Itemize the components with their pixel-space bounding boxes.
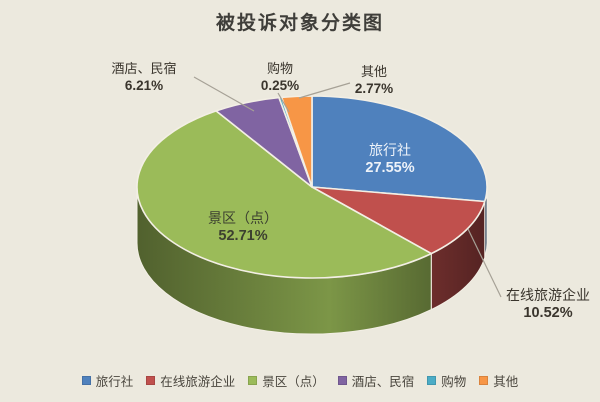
label-scenic-area: 景区（点） 52.71% xyxy=(208,209,278,247)
label-shopping: 购物 0.25% xyxy=(261,60,299,95)
label-other-text: 其他 xyxy=(360,64,387,79)
legend-item-scenic-area[interactable]: 景区（点） xyxy=(248,371,325,390)
pie-slice-5[interactable] xyxy=(280,95,313,188)
label-hotel-homestay-text: 酒店、民宿 xyxy=(111,61,177,76)
label-travel-agency-text: 旅行社 xyxy=(369,142,411,158)
label-scenic-area-pct: 52.71% xyxy=(218,228,268,245)
legend-swatch-scenic-area xyxy=(248,376,258,385)
label-online-travel-text: 在线旅游企业 xyxy=(506,287,590,303)
legend-label-scenic-area: 景区（点） xyxy=(262,375,325,389)
legend-swatch-hotel-homestay xyxy=(337,376,347,385)
label-scenic-area-text: 景区（点） xyxy=(208,210,278,226)
leader-line-online-travel xyxy=(467,228,502,298)
label-shopping-text: 购物 xyxy=(266,61,293,76)
legend-label-hotel-homestay: 酒店、民宿 xyxy=(351,375,415,389)
legend-swatch-other xyxy=(479,376,489,385)
label-other-pct: 2.77% xyxy=(354,81,394,97)
pie-slice-1[interactable] xyxy=(311,186,486,255)
leader-line-hotel-homestay xyxy=(193,76,255,112)
label-travel-agency-pct: 27.55% xyxy=(365,160,415,177)
label-other: 其他 2.77% xyxy=(355,63,393,98)
label-online-travel-pct: 10.52% xyxy=(523,305,573,322)
legend: 旅行社 在线旅游企业 景区（点） 酒店、民宿 购物 其他 xyxy=(0,371,600,390)
leader-line-shopping xyxy=(277,92,290,113)
pie-slice-0[interactable] xyxy=(311,95,488,203)
legend-swatch-online-travel xyxy=(146,376,156,385)
label-online-travel: 在线旅游企业 10.52% xyxy=(506,286,590,324)
pie-slice-2[interactable] xyxy=(136,110,433,279)
label-hotel-homestay: 酒店、民宿 6.21% xyxy=(111,60,176,95)
label-shopping-pct: 0.25% xyxy=(260,78,300,94)
legend-item-other[interactable]: 其他 xyxy=(479,371,518,390)
legend-label-shopping: 购物 xyxy=(441,375,467,389)
legend-item-online-travel[interactable]: 在线旅游企业 xyxy=(146,371,235,390)
chart-title: 被投诉对象分类图 xyxy=(215,13,384,34)
legend-item-hotel-homestay[interactable]: 酒店、民宿 xyxy=(337,371,415,390)
legend-label-other: 其他 xyxy=(493,375,519,389)
legend-label-online-travel: 在线旅游企业 xyxy=(160,375,236,389)
legend-swatch-shopping xyxy=(427,376,437,385)
leader-line-other xyxy=(298,82,351,99)
label-hotel-homestay-pct: 6.21% xyxy=(124,78,164,94)
legend-item-travel-agency[interactable]: 旅行社 xyxy=(81,371,134,390)
legend-label-travel-agency: 旅行社 xyxy=(95,375,134,389)
label-travel-agency: 旅行社 27.55% xyxy=(365,141,414,179)
legend-item-shopping[interactable]: 购物 xyxy=(427,371,466,390)
legend-swatch-travel-agency xyxy=(81,376,91,385)
